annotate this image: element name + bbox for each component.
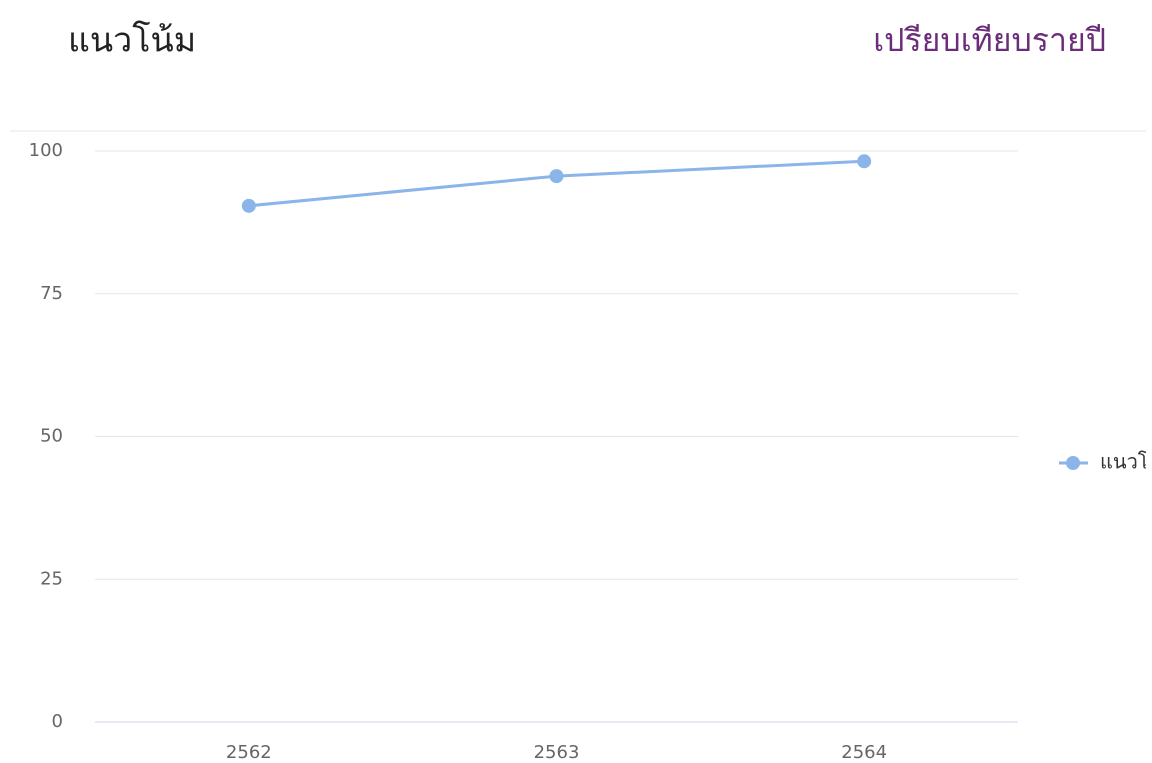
x-tick-label: 2564 — [841, 742, 887, 763]
chart-title: แนวโน้ม — [68, 21, 196, 61]
y-tick-label: 25 — [40, 568, 63, 589]
legend-label: แนวโน้ม — [1100, 450, 1146, 474]
data-point — [857, 154, 872, 169]
legend-marker — [1066, 456, 1080, 470]
y-tick-label: 100 — [29, 140, 63, 161]
y-tick-label: 50 — [40, 426, 63, 447]
data-point — [549, 169, 564, 184]
y-tick-label: 75 — [40, 283, 63, 304]
y-tick-label: 0 — [52, 711, 63, 732]
chart-subtitle[interactable]: เปรียบเทียบรายปี — [873, 21, 1106, 59]
series-line — [248, 159, 865, 208]
data-point — [241, 198, 256, 213]
x-tick-label: 2563 — [534, 742, 580, 763]
x-tick-label: 2562 — [226, 742, 272, 763]
